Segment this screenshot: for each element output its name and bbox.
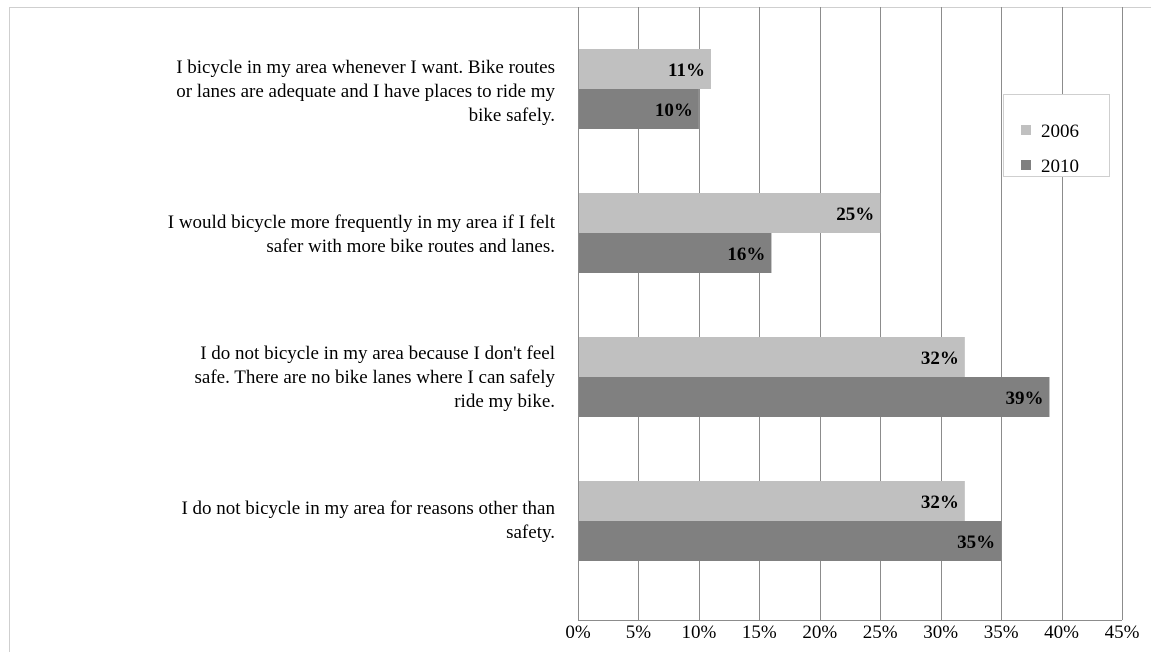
x-tick-label-30pct: 30% <box>923 622 958 643</box>
category-label-2: I would bicycle more frequently in my ar… <box>168 212 556 257</box>
x-tick-label-40pct: 40% <box>1044 622 1079 643</box>
category-label-line: ride my bike. <box>454 391 555 412</box>
bar-2006-cat4 <box>578 481 965 521</box>
x-tick-label-0pct: 0% <box>565 622 591 643</box>
axes <box>578 7 1122 621</box>
data-label-2010-cat1: 10% <box>655 100 693 121</box>
category-label-line: I do not bicycle in my area because I do… <box>200 343 555 364</box>
chart-frame <box>9 7 1151 652</box>
legend-swatch-2006 <box>1021 125 1031 135</box>
data-label-2006-cat1: 11% <box>668 60 705 81</box>
category-label-1: I bicycle in my area whenever I want. Bi… <box>176 57 555 126</box>
category-label-line: safety. <box>506 522 555 543</box>
x-tick-label-35pct: 35% <box>984 622 1019 643</box>
category-label-3: I do not bicycle in my area because I do… <box>195 343 556 412</box>
bar-2010-cat2 <box>578 233 772 273</box>
category-labels: I bicycle in my area whenever I want. Bi… <box>168 57 556 543</box>
data-label-2006-cat3: 32% <box>921 348 959 369</box>
data-label-2010-cat3: 39% <box>1005 388 1043 409</box>
data-label-2006-cat4: 32% <box>921 492 959 513</box>
legend-swatch-2010 <box>1021 160 1031 170</box>
category-label-line: safer with more bike routes and lanes. <box>266 236 555 257</box>
category-label-line: I would bicycle more frequently in my ar… <box>168 212 556 233</box>
bars <box>578 49 1050 561</box>
category-label-line: or lanes are adequate and I have places … <box>176 81 555 102</box>
bar-2010-cat4 <box>578 521 1002 561</box>
category-label-line: I bicycle in my area whenever I want. Bi… <box>176 57 555 78</box>
bar-2010-cat3 <box>578 377 1050 417</box>
legend-label-2010: 2010 <box>1041 156 1079 177</box>
x-tick-labels: 0% 5% 10% 15% 20% 25% 30% 35% 40% 45% <box>565 622 1139 643</box>
legend-label-2006: 2006 <box>1041 121 1079 142</box>
bar-2006-cat1 <box>578 49 711 89</box>
x-tick-label-25pct: 25% <box>863 622 898 643</box>
category-label-line: safe. There are no bike lanes where I ca… <box>195 367 556 388</box>
data-label-2010-cat4: 35% <box>957 532 995 553</box>
x-tick-label-45pct: 45% <box>1105 622 1140 643</box>
x-tick-label-5pct: 5% <box>626 622 652 643</box>
data-label-2010-cat2: 16% <box>727 244 765 265</box>
legend: 2006 2010 <box>1003 94 1110 177</box>
bar-2010-cat1 <box>578 89 699 129</box>
category-label-4: I do not bicycle in my area for reasons … <box>181 498 555 543</box>
x-tick-label-10pct: 10% <box>681 622 716 643</box>
data-labels: 11% 25% 32% 32% 10% 16% 39% 35% <box>655 60 1044 553</box>
data-label-2006-cat2: 25% <box>836 204 874 225</box>
category-label-line: bike safely. <box>469 105 555 126</box>
x-tick-label-15pct: 15% <box>742 622 777 643</box>
x-tick-label-20pct: 20% <box>802 622 837 643</box>
bar-2006-cat2 <box>578 193 881 233</box>
bar-2006-cat3 <box>578 337 965 377</box>
category-label-line: I do not bicycle in my area for reasons … <box>181 498 555 519</box>
